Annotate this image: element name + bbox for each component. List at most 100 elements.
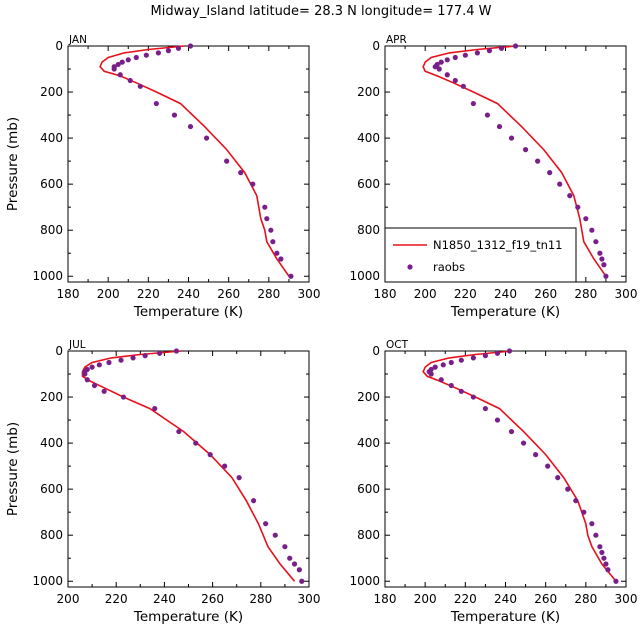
raobs-point xyxy=(613,578,619,584)
x-tick-label: 200 xyxy=(414,287,437,301)
raobs-point xyxy=(291,561,298,567)
raobs-point xyxy=(557,181,563,187)
raobs-point xyxy=(224,158,230,164)
x-tick-label: 280 xyxy=(574,287,597,301)
raobs-point xyxy=(589,227,595,233)
raobs-point xyxy=(482,353,489,359)
x-tick-label: 200 xyxy=(97,287,120,301)
y-tick-label: 1000 xyxy=(349,269,380,283)
raobs-point xyxy=(176,428,182,435)
raobs-point xyxy=(597,250,603,256)
y-tick-label: 200 xyxy=(40,85,63,99)
y-tick-label: 600 xyxy=(357,482,380,496)
raobs-point xyxy=(452,54,458,61)
raobs-point xyxy=(118,357,124,363)
raobs-point xyxy=(96,362,102,368)
raobs-point xyxy=(127,77,133,84)
raobs-point xyxy=(458,357,464,363)
raobs-point xyxy=(494,417,501,423)
raobs-point xyxy=(173,348,180,354)
raobs-point xyxy=(462,52,468,58)
raobs-point xyxy=(133,54,139,61)
raobs-point xyxy=(438,59,444,65)
x-tick-label: 200 xyxy=(57,592,80,606)
raobs-point xyxy=(448,359,454,366)
raobs-point xyxy=(270,239,276,245)
raobs-point xyxy=(438,377,444,383)
x-tick-label: 240 xyxy=(494,592,517,606)
raobs-point xyxy=(460,83,466,89)
raobs-point xyxy=(573,498,579,504)
raobs-point xyxy=(486,48,493,54)
x-tick-label: 200 xyxy=(414,592,437,606)
raobs-point xyxy=(470,394,476,400)
raobs-point xyxy=(508,428,515,435)
raobs-point xyxy=(506,348,513,354)
raobs-point xyxy=(599,256,605,262)
panel-label: OCT xyxy=(386,339,409,351)
panel-oct: 180 200 220 240 260 280 300 0 200 400 600 800 1000 OC… xyxy=(349,339,637,625)
raobs-point xyxy=(187,43,194,49)
raobs-point xyxy=(522,147,529,153)
raobs-point xyxy=(152,405,158,412)
raobs-point xyxy=(84,377,90,383)
panel-label: JUL xyxy=(68,339,86,351)
raobs-point xyxy=(535,158,541,164)
raobs-point xyxy=(125,57,131,63)
raobs-point xyxy=(250,498,257,504)
y-tick-label: 400 xyxy=(40,131,63,145)
raobs-point xyxy=(603,561,609,567)
raobs-point xyxy=(203,135,210,141)
y-tick-label: 400 xyxy=(40,436,63,450)
y-tick-label: 200 xyxy=(357,85,380,99)
series-line-model xyxy=(422,45,607,277)
x-tick-label: 280 xyxy=(249,592,272,606)
raobs-point xyxy=(238,170,244,176)
y-tick-label: 400 xyxy=(357,131,380,145)
raobs-point xyxy=(89,364,95,370)
x-axis-label: Temperature (K) xyxy=(133,304,243,320)
raobs-point xyxy=(262,204,268,210)
y-tick-label: 1000 xyxy=(349,574,380,588)
raobs-point xyxy=(268,227,274,233)
raobs-point xyxy=(470,355,476,361)
raobs-point xyxy=(187,123,194,130)
raobs-point xyxy=(142,353,148,359)
raobs-point xyxy=(130,355,136,361)
raobs-point xyxy=(520,440,527,446)
raobs-point xyxy=(207,452,213,458)
plot-frame xyxy=(384,350,627,588)
raobs-point xyxy=(250,181,256,187)
series-line-model xyxy=(99,45,290,277)
raobs-point xyxy=(137,83,143,89)
raobs-point xyxy=(120,394,127,400)
raobs-point xyxy=(432,364,438,370)
x-tick-label: 300 xyxy=(298,592,321,606)
series-line-model xyxy=(422,350,617,582)
raobs-point xyxy=(581,509,587,515)
x-tick-label: 180 xyxy=(374,287,397,301)
y-tick-label: 0 xyxy=(372,39,380,53)
x-tick-label: 220 xyxy=(105,592,128,606)
raobs-point xyxy=(236,475,242,481)
raobs-point xyxy=(278,256,284,262)
raobs-point xyxy=(496,123,503,130)
raobs-point xyxy=(274,250,280,256)
y-tick-label: 0 xyxy=(55,39,63,53)
raobs-point xyxy=(508,135,515,141)
x-tick-label: 260 xyxy=(217,287,240,301)
panel-jan: 180 200 220 240 260 280 300 0 200 400 600 800 1000 JA… xyxy=(5,34,320,320)
y-tick-label: 200 xyxy=(357,390,380,404)
raobs-point xyxy=(567,193,573,199)
raobs-point xyxy=(119,59,125,65)
raobs-point xyxy=(601,262,607,268)
raobs-point xyxy=(484,112,491,118)
x-tick-label: 240 xyxy=(153,592,176,606)
x-axis-label: Temperature (K) xyxy=(450,609,560,625)
y-tick-label: 600 xyxy=(357,177,380,191)
raobs-point xyxy=(545,463,551,469)
raobs-point xyxy=(428,371,434,377)
raobs-point xyxy=(547,170,553,176)
